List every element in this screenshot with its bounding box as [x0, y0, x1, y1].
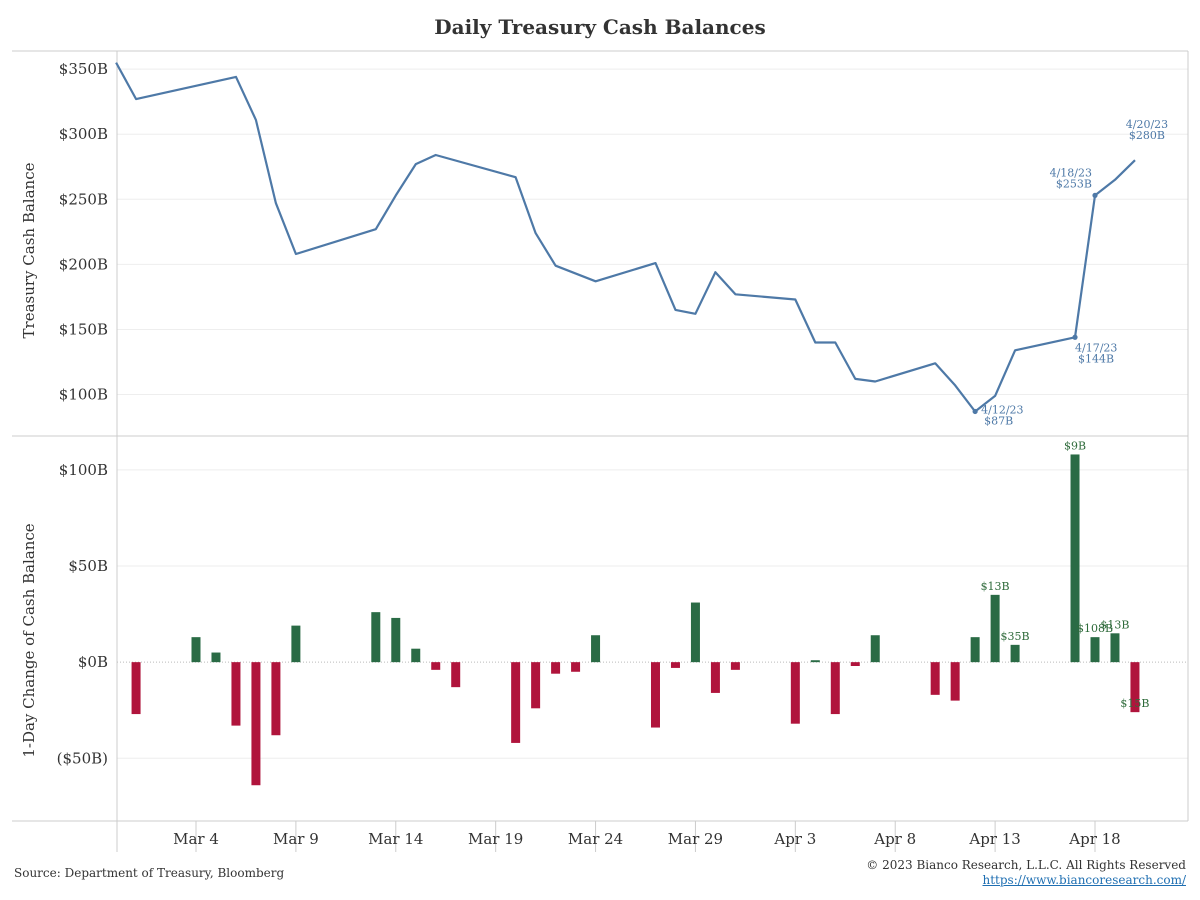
change-bar	[191, 637, 201, 663]
x-tick-label: Mar 19	[468, 830, 523, 848]
change-bar	[710, 662, 720, 693]
bar-value-label: $35B	[1001, 630, 1030, 643]
change-bar	[1130, 662, 1140, 713]
change-bar	[251, 662, 261, 786]
line-y-tick-label: $350B	[59, 60, 108, 78]
x-tick-label: Apr 8	[873, 830, 916, 848]
change-bar	[950, 662, 960, 701]
bar-y-tick-label: $50B	[68, 557, 108, 575]
bar-value-label: $13B	[1100, 618, 1129, 631]
change-bar	[650, 662, 660, 728]
bar-y-tick-label: $0B	[78, 653, 108, 671]
change-bar	[391, 617, 401, 663]
line-y-tick-label: $150B	[59, 320, 108, 338]
bar-value-label: $13B	[981, 580, 1010, 593]
balance-line-panel	[115, 62, 1136, 413]
annotation-dot	[972, 408, 978, 415]
chart-title: Daily Treasury Cash Balances	[434, 15, 766, 39]
annotation-date: 4/18/23	[1050, 166, 1092, 179]
change-bar	[211, 652, 221, 663]
change-bar	[850, 662, 860, 666]
annotation-value: $87B	[984, 414, 1013, 427]
chart-frame	[12, 50, 1189, 852]
change-bar	[531, 662, 541, 709]
line-y-tick-label: $200B	[59, 255, 108, 273]
change-bar	[990, 594, 1000, 663]
annotation-dot	[1092, 192, 1098, 198]
annotation-value: $253B	[1056, 177, 1092, 190]
change-bar	[451, 662, 461, 688]
line-y-tick-label: $250B	[59, 190, 108, 208]
change-bar-panel	[131, 454, 1140, 786]
source-note: Source: Department of Treasury, Bloomber…	[14, 866, 285, 880]
change-bar	[271, 662, 281, 736]
change-bar	[551, 662, 561, 674]
x-tick-label: Mar 24	[568, 830, 623, 848]
x-tick-label: Apr 13	[968, 830, 1020, 848]
change-bar	[830, 662, 840, 715]
gridlines	[117, 68, 1188, 759]
change-bar	[231, 662, 241, 726]
x-tick-label: Mar 9	[273, 830, 319, 848]
x-tick-label: Mar 29	[668, 830, 723, 848]
axes: $100B $150B $200B $250B $300B $350B ($50B) $0B $…	[20, 60, 1121, 852]
website-link[interactable]: https://www.biancoresearch.com/	[982, 873, 1186, 887]
bar-y-tick-label: ($50B)	[57, 749, 108, 767]
annotation-date: 4/20/23	[1126, 118, 1168, 131]
bar-value-label: $108B	[1077, 622, 1113, 635]
change-bar	[930, 662, 940, 695]
line-y-tick-label: $300B	[59, 125, 108, 143]
change-bar	[591, 635, 601, 663]
change-bar	[411, 648, 421, 663]
change-bar	[730, 662, 740, 670]
change-bar	[970, 637, 980, 663]
bar-value-label: $9B	[1064, 439, 1086, 452]
line-y-axis-title: Treasury Cash Balance	[20, 162, 38, 338]
line-y-tick-label: $100B	[59, 386, 108, 404]
annotation-dot	[1072, 334, 1078, 340]
bar-value-label: $15B	[1120, 697, 1149, 710]
x-tick-label: Apr 18	[1068, 830, 1120, 848]
bar-y-tick-label: $100B	[59, 461, 108, 479]
change-bar	[571, 662, 581, 672]
change-bar	[1090, 637, 1100, 663]
annotation-date: 4/17/23	[1075, 341, 1117, 354]
annotation-date: 4/12/23	[981, 403, 1023, 416]
x-tick-label: Mar 14	[368, 830, 423, 848]
annotation-value: $280B	[1129, 129, 1165, 142]
change-bar	[790, 662, 800, 724]
change-bar	[870, 635, 880, 663]
change-bar	[431, 662, 441, 670]
change-bar	[670, 662, 680, 668]
change-bar	[1110, 633, 1120, 663]
bar-y-axis-title: 1-Day Change of Cash Balance	[20, 523, 38, 757]
copyright-note: © 2023 Bianco Research, L.L.C. All Right…	[866, 858, 1186, 872]
change-bar	[810, 660, 820, 663]
change-bar	[511, 662, 521, 743]
change-bar	[1010, 644, 1020, 663]
x-tick-label: Mar 4	[173, 830, 219, 848]
annotations: 4/12/23$87B 4/17/23$144B 4/18/23$253B 4/20/…	[972, 118, 1168, 710]
change-bar	[131, 662, 141, 715]
treasury-balance-line	[115, 62, 1136, 413]
change-bar	[690, 602, 700, 663]
x-tick-label: Apr 3	[773, 830, 816, 848]
change-bar	[291, 625, 301, 663]
change-bar	[1070, 454, 1080, 663]
change-bar	[371, 612, 381, 663]
annotation-value: $144B	[1078, 352, 1114, 365]
